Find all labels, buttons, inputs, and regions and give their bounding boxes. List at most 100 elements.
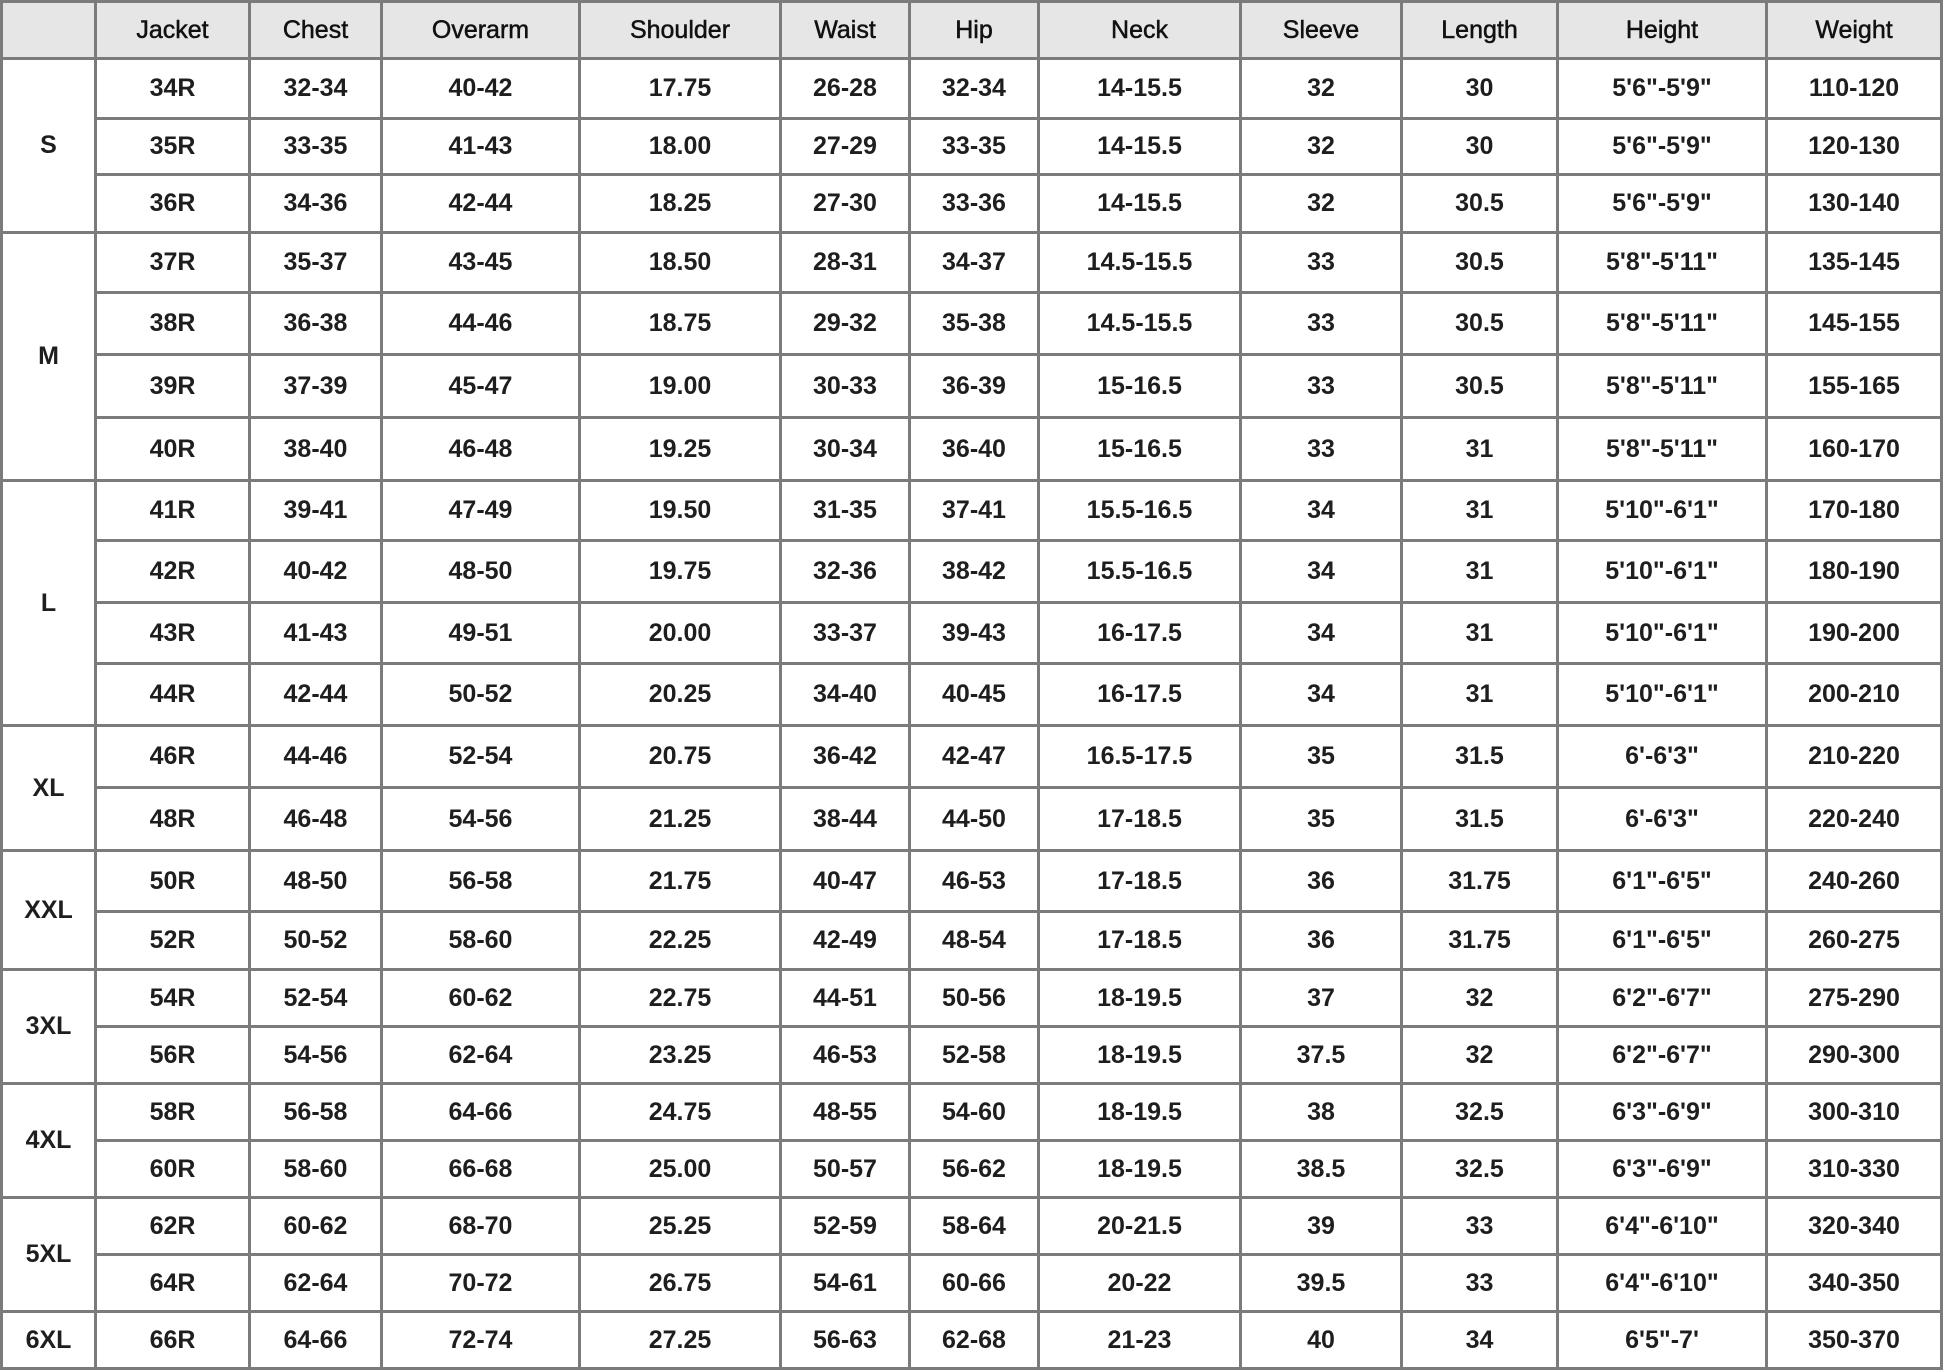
cell-hip: 33-35 — [908, 117, 1040, 176]
cell-length: 31.75 — [1400, 849, 1559, 913]
cell-weight: 155-165 — [1765, 353, 1943, 419]
cell-shoulder: 17.75 — [578, 57, 782, 120]
cell-length: 31 — [1400, 539, 1559, 604]
cell-sleeve: 40 — [1239, 1310, 1403, 1370]
cell-weight: 190-200 — [1765, 601, 1943, 665]
cell-length: 30.5 — [1400, 231, 1559, 294]
cell-length: 32 — [1400, 968, 1559, 1028]
cell-jacket: 35R — [94, 117, 251, 176]
cell-height: 5'6"-5'9" — [1556, 117, 1768, 176]
cell-shoulder: 24.75 — [578, 1082, 782, 1142]
cell-chest: 35-37 — [248, 231, 383, 294]
cell-length: 30.5 — [1400, 173, 1559, 234]
cell-hip: 52-58 — [908, 1025, 1040, 1085]
cell-length: 30 — [1400, 57, 1559, 120]
column-header-shoulder: Shoulder — [578, 0, 782, 60]
cell-neck: 15-16.5 — [1037, 353, 1242, 419]
column-header-height: Height — [1556, 0, 1768, 60]
cell-waist: 29-32 — [779, 291, 911, 356]
cell-weight: 350-370 — [1765, 1310, 1943, 1370]
cell-sleeve: 32 — [1239, 173, 1403, 234]
table-row: M 37R 35-37 43-45 18.50 28-31 34-37 14.5-15.5 33… — [0, 231, 1943, 482]
cell-sleeve: 36 — [1239, 849, 1403, 913]
cell-chest: 60-62 — [248, 1196, 383, 1256]
cell-sleeve: 38 — [1239, 1082, 1403, 1142]
column-header-waist: Waist — [779, 0, 911, 60]
cell-length: 31.5 — [1400, 724, 1559, 789]
cell-overarm: 45-47 — [380, 353, 581, 419]
cell-sleeve: 34 — [1239, 539, 1403, 604]
column-header-hip: Hip — [908, 0, 1040, 60]
cell-sleeve: 33 — [1239, 416, 1403, 482]
cell-length: 31 — [1400, 416, 1559, 482]
cell-chest: 50-52 — [248, 910, 383, 971]
table-row: L 41R 39-41 47-49 19.50 31-35 37-41 15.5-16.5 34… — [0, 479, 1943, 727]
cell-waist: 34-40 — [779, 662, 911, 727]
cell-weight: 130-140 — [1765, 173, 1943, 234]
cell-waist: 50-57 — [779, 1139, 911, 1199]
cell-shoulder: 21.75 — [578, 849, 782, 913]
cell-chest: 39-41 — [248, 479, 383, 542]
cell-hip: 62-68 — [908, 1310, 1040, 1370]
cell-overarm: 60-62 — [380, 968, 581, 1028]
cell-height: 6'2"-6'7" — [1556, 1025, 1768, 1085]
cell-neck: 17-18.5 — [1037, 849, 1242, 913]
cell-height: 6'4"-6'10" — [1556, 1253, 1768, 1313]
cell-height: 5'10"-6'1" — [1556, 662, 1768, 727]
cell-length: 31 — [1400, 601, 1559, 665]
cell-chest: 44-46 — [248, 724, 383, 789]
cell-overarm: 46-48 — [380, 416, 581, 482]
table-row: 40R 38-40 46-48 19.25 30-34 36-40 15-16.5 33 31 5… — [2, 416, 1943, 482]
cell-neck: 14.5-15.5 — [1037, 231, 1242, 294]
cell-overarm: 66-68 — [380, 1139, 581, 1199]
cell-hip: 38-42 — [908, 539, 1040, 604]
cell-chest: 37-39 — [248, 353, 383, 419]
cell-jacket: 54R — [94, 968, 251, 1028]
cell-waist: 44-51 — [779, 968, 911, 1028]
cell-sleeve: 34 — [1239, 601, 1403, 665]
cell-length: 32.5 — [1400, 1082, 1559, 1142]
cell-shoulder: 20.75 — [578, 724, 782, 789]
cell-overarm: 58-60 — [380, 910, 581, 971]
cell-length: 31 — [1400, 662, 1559, 727]
size-group-label: 6XL — [0, 1310, 97, 1370]
cell-chest: 34-36 — [248, 173, 383, 234]
cell-waist: 42-49 — [779, 910, 911, 971]
cell-weight: 310-330 — [1765, 1139, 1943, 1199]
cell-chest: 33-35 — [248, 117, 383, 176]
cell-weight: 210-220 — [1765, 724, 1943, 789]
cell-waist: 56-63 — [779, 1310, 911, 1370]
cell-hip: 50-56 — [908, 968, 1040, 1028]
cell-jacket: 48R — [94, 786, 251, 852]
cell-jacket: 42R — [94, 539, 251, 604]
cell-shoulder: 19.50 — [578, 479, 782, 542]
cell-overarm: 50-52 — [380, 662, 581, 727]
cell-overarm: 49-51 — [380, 601, 581, 665]
cell-chest: 64-66 — [248, 1310, 383, 1370]
cell-sleeve: 39.5 — [1239, 1253, 1403, 1313]
cell-length: 30.5 — [1400, 353, 1559, 419]
size-group-label: 3XL — [0, 968, 97, 1085]
cell-shoulder: 18.50 — [578, 231, 782, 294]
cell-waist: 31-35 — [779, 479, 911, 542]
cell-waist: 27-30 — [779, 173, 911, 234]
cell-height: 6'3"-6'9" — [1556, 1082, 1768, 1142]
column-header-chest: Chest — [248, 0, 383, 60]
cell-neck: 14.5-15.5 — [1037, 291, 1242, 356]
cell-hip: 39-43 — [908, 601, 1040, 665]
cell-neck: 14-15.5 — [1037, 57, 1242, 120]
cell-hip: 40-45 — [908, 662, 1040, 727]
cell-sleeve: 33 — [1239, 231, 1403, 294]
cell-weight: 180-190 — [1765, 539, 1943, 604]
cell-neck: 20-21.5 — [1037, 1196, 1242, 1256]
cell-overarm: 43-45 — [380, 231, 581, 294]
cell-sleeve: 37.5 — [1239, 1025, 1403, 1085]
size-group-label: L — [0, 479, 97, 727]
cell-overarm: 52-54 — [380, 724, 581, 789]
size-group-label: 4XL — [0, 1082, 97, 1199]
cell-shoulder: 21.25 — [578, 786, 782, 852]
cell-overarm: 56-58 — [380, 849, 581, 913]
cell-waist: 38-44 — [779, 786, 911, 852]
cell-weight: 110-120 — [1765, 57, 1943, 120]
